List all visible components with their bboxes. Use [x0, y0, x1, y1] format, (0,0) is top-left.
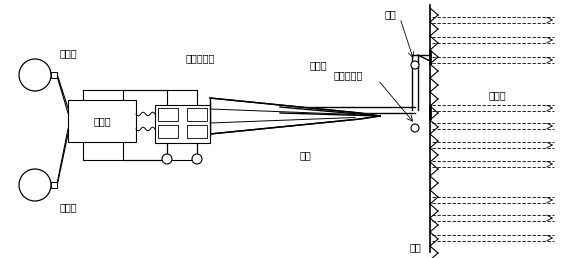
Text: 球阀: 球阀 — [384, 9, 396, 19]
Text: 孔口压力表: 孔口压力表 — [333, 70, 362, 80]
Text: 小导管: 小导管 — [488, 90, 506, 100]
Text: 泵口压力表: 泵口压力表 — [185, 53, 215, 63]
Text: 地层: 地层 — [409, 242, 421, 252]
Bar — [187, 125, 207, 138]
Text: 混合器: 混合器 — [309, 60, 327, 70]
Text: 蓄浆池: 蓄浆池 — [60, 202, 78, 212]
Bar — [51, 182, 57, 188]
Polygon shape — [210, 98, 380, 134]
Text: 搅拌机: 搅拌机 — [60, 48, 78, 58]
Circle shape — [192, 154, 202, 164]
Bar — [51, 72, 57, 78]
Bar — [68, 100, 136, 142]
Circle shape — [162, 154, 172, 164]
Circle shape — [411, 124, 419, 132]
Text: 管路: 管路 — [299, 150, 311, 160]
Text: 注浆泵: 注浆泵 — [93, 116, 111, 126]
Bar — [155, 105, 210, 143]
Bar — [158, 125, 178, 138]
Circle shape — [19, 169, 51, 201]
Circle shape — [411, 61, 419, 69]
Bar — [187, 108, 207, 121]
Bar — [158, 108, 178, 121]
Circle shape — [19, 59, 51, 91]
